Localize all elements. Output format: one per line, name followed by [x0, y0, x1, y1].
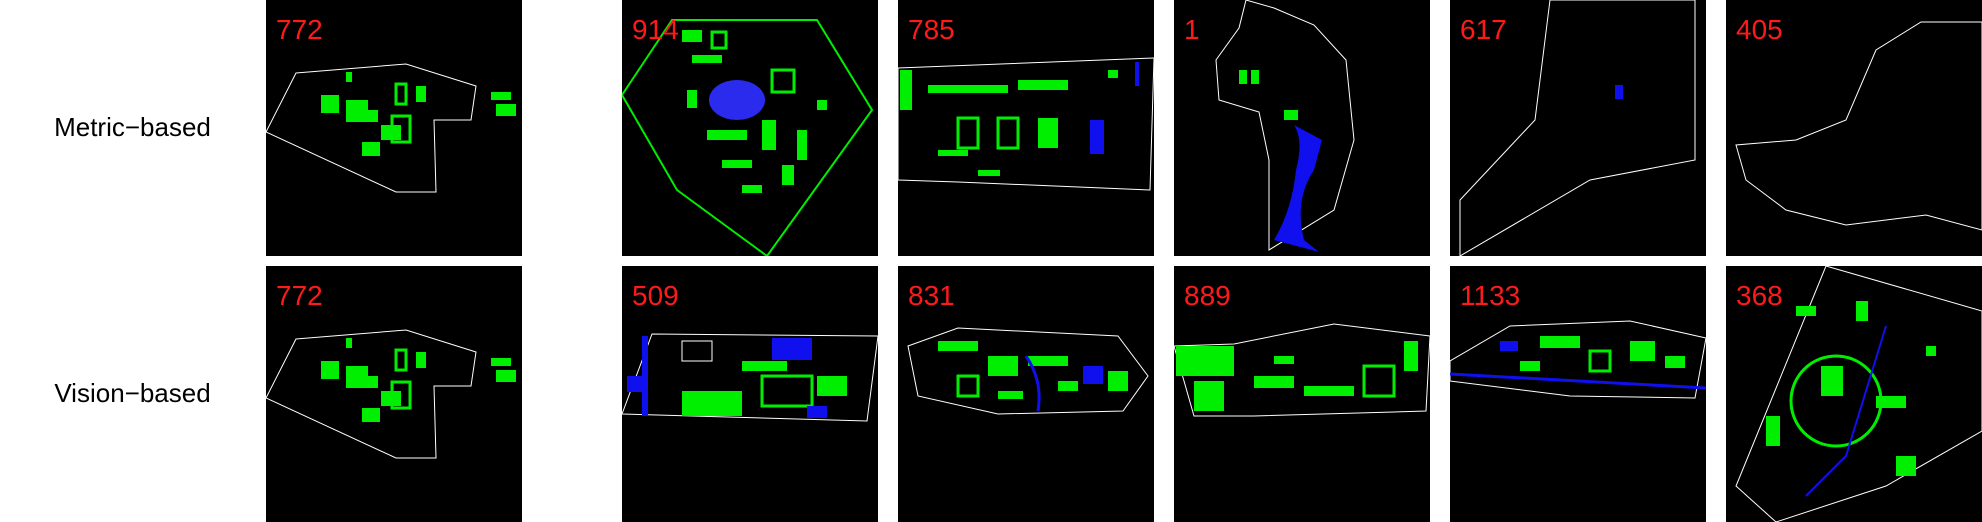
panel-vision-2: 509	[622, 266, 878, 522]
panel-id-label: 1133	[1460, 280, 1521, 311]
panel-vision-6: 368	[1726, 266, 1982, 522]
panel-metric-4: 1	[1174, 0, 1430, 256]
panel-vision-1: 772	[266, 266, 522, 522]
site-plan-image	[622, 19, 874, 256]
site-plan-image	[266, 329, 516, 459]
panel-id-label: 785	[908, 14, 955, 45]
site-plan-image	[1174, 323, 1430, 417]
site-plan-image	[1459, 0, 1696, 256]
site-plan-image	[622, 333, 878, 422]
panel-id-label: 405	[1736, 14, 1783, 45]
panel-metric-3: 785	[898, 0, 1154, 256]
panel-id-label: 509	[632, 280, 679, 311]
row-label-metric: Metric−based	[54, 112, 211, 142]
site-plan-image	[1450, 320, 1706, 399]
panel-id-label: 772	[276, 14, 323, 45]
panel-metric-5: 617	[1450, 0, 1706, 256]
panel-id-label: 831	[908, 280, 955, 311]
panel-metric-6: 405	[1726, 0, 1982, 256]
row-label-vision: Vision−based	[54, 378, 211, 408]
panel-id-label: 368	[1736, 280, 1783, 311]
panel-id-label: 1	[1184, 14, 1200, 45]
panel-vision-5: 1133	[1450, 266, 1706, 522]
site-plan-image	[898, 57, 1154, 191]
panel-vision-3: 831	[898, 266, 1154, 522]
panel-metric-2: 914	[622, 0, 878, 256]
panel-vision-4: 889	[1174, 266, 1430, 522]
site-plan-image	[1735, 266, 1982, 522]
panel-id-label: 617	[1460, 14, 1507, 45]
site-plan-image	[907, 327, 1149, 415]
panel-id-label: 914	[632, 14, 679, 45]
site-plan-image	[1215, 0, 1355, 252]
panel-id-label: 772	[276, 280, 323, 311]
panel-metric-1: 772	[266, 0, 522, 256]
panel-id-label: 889	[1184, 280, 1231, 311]
site-plan-image	[266, 63, 516, 193]
site-plan-image	[1735, 21, 1982, 231]
